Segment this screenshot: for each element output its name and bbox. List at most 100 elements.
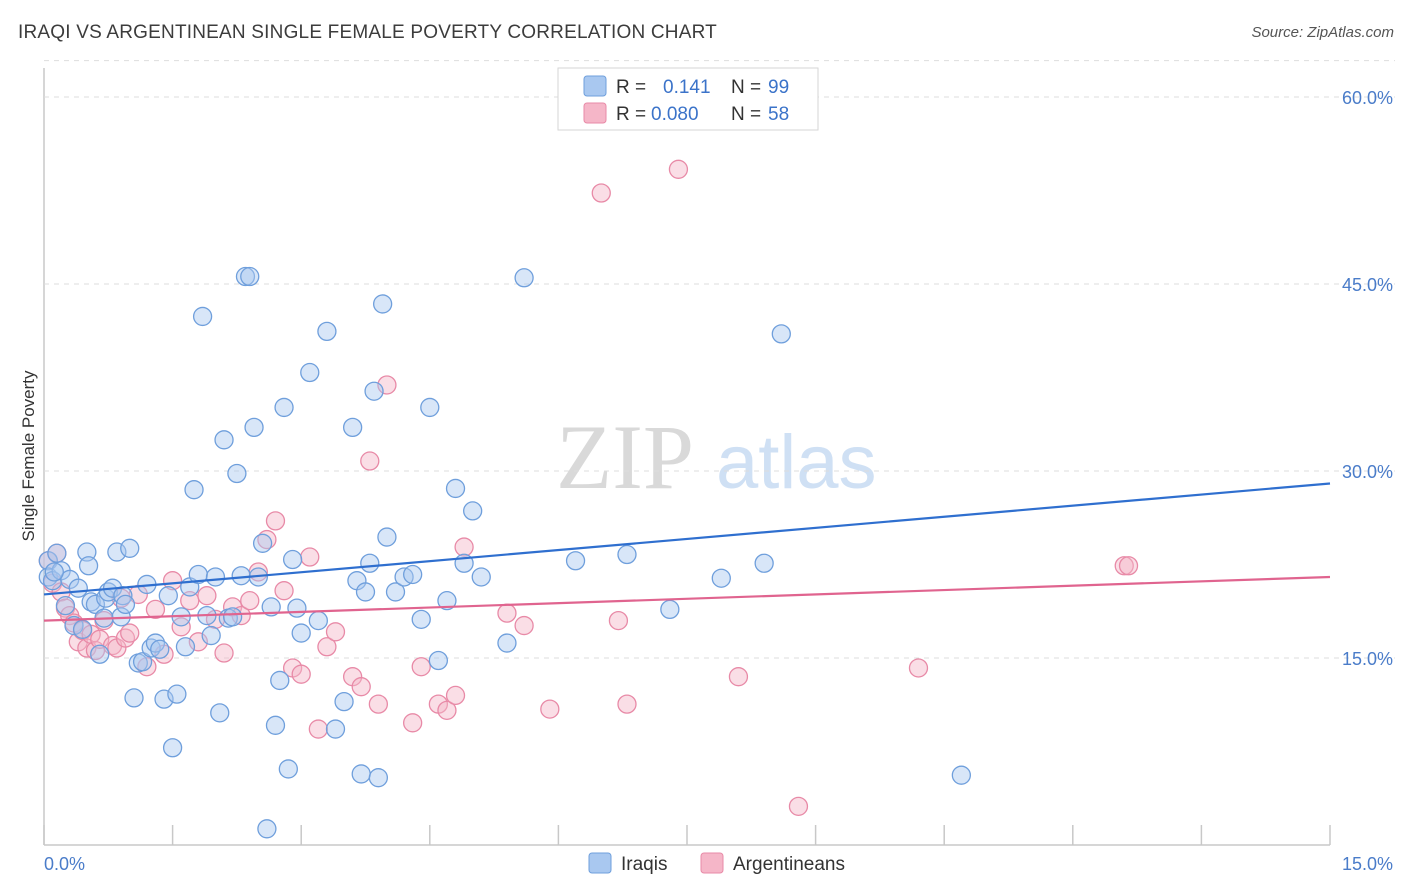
iraqis-point <box>711 568 731 588</box>
iraqis-point <box>90 644 110 664</box>
argentineans-point <box>360 451 380 471</box>
legend-swatch-argentineans <box>583 102 607 124</box>
iraqis-point <box>175 637 196 657</box>
y-tick-label-45: 45.0% <box>1342 275 1393 295</box>
argentineans-point <box>617 694 637 714</box>
legend-n-label-iraqis: N = <box>731 77 761 98</box>
iraqis-point <box>47 543 67 563</box>
argentineans-point <box>540 699 560 719</box>
iraqis-point <box>167 684 187 704</box>
iraqis-point <box>124 688 144 708</box>
iraqis-point <box>132 652 153 672</box>
argentineans-point <box>668 159 689 179</box>
iraqis-point <box>445 478 466 499</box>
iraqis-point <box>364 381 384 401</box>
iraqis-point <box>210 703 230 723</box>
argentineans-point <box>514 615 534 636</box>
iraqis-point <box>308 610 328 631</box>
iraqis-point <box>463 501 483 521</box>
legend-r-label-iraqis: R = <box>616 77 646 98</box>
legend-r-label-argentineans: R = <box>616 104 646 125</box>
iraqis-point <box>403 564 423 585</box>
iraqis-point <box>261 597 281 617</box>
chart-title: IRAQI VS ARGENTINEAN SINGLE FEMALE POVER… <box>18 22 717 43</box>
iraqis-point <box>282 549 303 570</box>
iraqis-point <box>244 417 264 438</box>
iraqis-point <box>771 324 791 344</box>
iraqis-point <box>274 397 294 418</box>
iraqis-point <box>252 533 273 553</box>
argentineans-point <box>908 658 929 678</box>
argentineans-point <box>300 547 320 567</box>
iraqis-point <box>68 578 88 598</box>
argentineans-point <box>608 610 629 631</box>
iraqis-point <box>617 544 637 565</box>
iraqis-point <box>497 633 517 653</box>
iraqis-point <box>325 719 346 739</box>
iraqis-point <box>317 321 337 342</box>
iraqis-point <box>184 480 204 500</box>
series-iraqis-points <box>38 266 971 839</box>
legend-n-label-argentineans: N = <box>731 104 761 125</box>
argentineans-point <box>728 667 749 687</box>
argentineans-point <box>454 537 474 557</box>
legend-bottom-label-iraqis: Iraqis <box>621 854 667 875</box>
iraqis-point <box>85 594 106 615</box>
iraqis-point <box>162 738 183 758</box>
iraqis-point <box>291 623 311 643</box>
argentineans-point <box>368 694 389 714</box>
iraqis-point <box>257 819 277 839</box>
y-axis-title: Single Female Poverty <box>19 370 38 542</box>
argentineans-point <box>591 183 611 203</box>
argentineans-point <box>411 657 431 677</box>
iraqis-point <box>334 691 354 712</box>
iraqis-point <box>287 598 307 618</box>
iraqis-point <box>300 362 320 383</box>
iraqis-point <box>951 765 971 785</box>
argentineans-point <box>403 713 423 733</box>
iraqis-point <box>660 599 680 620</box>
argentineans-point <box>437 700 457 721</box>
y-tick-label-60: 60.0% <box>1342 88 1393 108</box>
iraqis-point <box>565 551 586 571</box>
argentineans-trend-line <box>43 575 1331 622</box>
iraqis-point <box>428 650 449 671</box>
iraqis-point <box>437 591 457 611</box>
iraqis-point <box>355 582 376 602</box>
iraqis-point <box>278 759 298 779</box>
legend-bottom-label-argentineans: Argentineans <box>733 854 845 875</box>
iraqis-point <box>214 430 234 450</box>
legend-n-value-iraqis: 99 <box>768 77 789 98</box>
iraqis-point <box>471 567 491 587</box>
argentineans-point <box>497 603 517 623</box>
iraqis-point <box>120 538 140 558</box>
iraqis-point <box>368 768 389 788</box>
argentineans-point <box>214 643 234 663</box>
legend-bottom-swatch-iraqis <box>588 852 612 874</box>
argentineans-point <box>120 623 140 643</box>
legend-r-value-iraqis: 0.141 <box>663 77 711 98</box>
y-tick-label-30: 30.0% <box>1342 462 1393 482</box>
iraqis-point <box>150 639 170 659</box>
iraqis-point <box>222 607 243 627</box>
iraqis-point <box>270 670 290 691</box>
argentineans-point <box>291 664 311 684</box>
iraqis-point <box>754 553 774 573</box>
iraqis-point <box>205 567 226 587</box>
iraqis-point <box>115 594 136 615</box>
argentineans-point <box>145 599 166 620</box>
iraqis-point <box>240 266 260 287</box>
iraqis-point <box>44 562 64 582</box>
iraqis-point <box>385 582 406 602</box>
iraqis-point <box>55 595 76 616</box>
iraqis-point <box>514 268 534 288</box>
iraqis-point <box>201 625 221 646</box>
x-tick-label-min: 0.0% <box>44 854 85 874</box>
iraqis-point <box>265 715 286 735</box>
argentineans-point <box>197 586 217 606</box>
argentineans-point <box>171 617 191 637</box>
iraqis-point <box>372 294 393 314</box>
iraqis-point <box>158 586 178 606</box>
argentineans-point <box>317 637 337 657</box>
